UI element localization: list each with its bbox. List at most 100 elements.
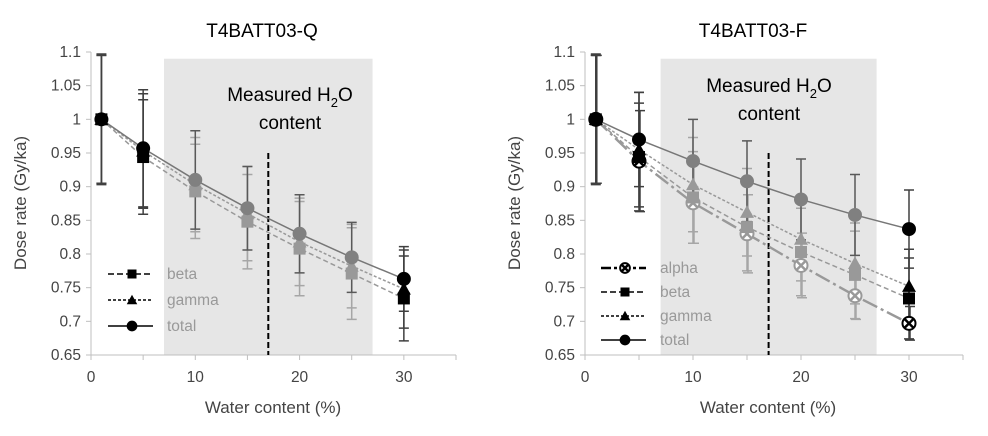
annotation-subscript: 2 xyxy=(331,95,338,110)
x-tick-label: 30 xyxy=(395,369,413,386)
legend-marker xyxy=(620,287,630,297)
legend-label: total xyxy=(167,318,196,335)
data-point-total xyxy=(292,226,307,241)
data-point-gamma xyxy=(740,205,754,218)
data-point-beta xyxy=(795,245,807,258)
y-tick-label: 0.9 xyxy=(553,179,575,196)
legend-item-beta: beta xyxy=(601,284,691,301)
data-point-gamma xyxy=(902,279,916,292)
data-point-gamma xyxy=(344,259,359,272)
x-axis-label: Water content (%) xyxy=(205,398,341,417)
legend-label: beta xyxy=(660,284,691,301)
data-point-alpha-cross xyxy=(903,317,915,329)
data-point-gamma xyxy=(848,256,862,270)
data-point-alpha xyxy=(847,288,863,304)
y-tick-label: 0.8 xyxy=(59,246,81,263)
chart-panel-2: 0.65 0.7 0.75 0.8 0.85 0.9 0.95 1 1.05 1.1 0 10 20 30… xyxy=(505,21,964,417)
data-point-total xyxy=(740,174,754,189)
legend-marker xyxy=(619,310,631,321)
data-point-total xyxy=(136,141,151,156)
data-point-alpha xyxy=(901,315,917,331)
y-tick-label: 0.85 xyxy=(545,212,575,229)
annotation-text: Measured H xyxy=(227,85,331,106)
data-point-gamma xyxy=(632,142,646,156)
y-tick-label: 1.05 xyxy=(545,78,575,95)
data-point-gamma xyxy=(396,282,411,295)
data-point-total xyxy=(588,112,603,127)
legend-item-gamma: gamma xyxy=(108,292,219,309)
annotation-text: O xyxy=(817,76,832,97)
x-tick-label: 0 xyxy=(581,369,590,386)
legend-label: beta xyxy=(167,266,198,283)
legend-marker xyxy=(619,334,631,346)
legend-marker-cross xyxy=(620,263,630,273)
legend-label: gamma xyxy=(660,308,712,325)
data-point-beta xyxy=(903,292,915,305)
shaded-range xyxy=(164,58,373,355)
x-tick-label: 0 xyxy=(87,369,96,386)
x-tick-label: 20 xyxy=(792,369,810,386)
legend-marker xyxy=(126,294,138,305)
chart-title: T4BATT03-Q xyxy=(206,21,318,42)
legend-marker xyxy=(126,320,138,332)
annotation-text: Measured H xyxy=(706,76,810,97)
legend-item-gamma: gamma xyxy=(601,308,712,325)
y-tick-label: 0.8 xyxy=(553,246,575,263)
measured-annotation-line1: Measured H2O xyxy=(227,85,353,110)
data-point-total xyxy=(794,192,808,207)
x-tick-label: 20 xyxy=(291,369,309,386)
legend-item-total: total xyxy=(601,332,689,349)
y-tick-label: 0.85 xyxy=(51,212,81,229)
data-point-total xyxy=(396,271,411,286)
y-tick-label: 1.1 xyxy=(59,44,81,61)
chart-panel-1: 0.65 0.7 0.75 0.8 0.85 0.9 0.95 1 1.05 1.1 0 10 20 30… xyxy=(11,21,457,417)
measured-annotation-line1: Measured H2O xyxy=(706,76,832,101)
data-point-alpha-cross xyxy=(795,260,807,271)
data-point-total xyxy=(344,250,359,265)
y-tick-label: 0.75 xyxy=(545,280,575,297)
x-tick-label: 10 xyxy=(187,369,205,386)
y-tick-label: 1.05 xyxy=(51,78,81,95)
x-tick-label: 30 xyxy=(900,369,918,386)
data-point-alpha xyxy=(793,257,809,273)
measured-annotation-line2: content xyxy=(259,113,322,134)
data-point-total xyxy=(188,172,203,187)
annotation-subscript: 2 xyxy=(810,86,817,101)
y-tick-label: 1 xyxy=(72,111,81,128)
x-axis-label: Water content (%) xyxy=(700,398,836,417)
y-tick-label: 0.95 xyxy=(545,145,575,162)
legend-item-total: total xyxy=(108,318,196,335)
legend-marker xyxy=(127,269,137,279)
data-point-beta xyxy=(741,221,753,234)
data-point-gamma xyxy=(686,177,700,191)
y-tick-label: 0.7 xyxy=(59,313,81,330)
data-point-total xyxy=(848,207,862,222)
data-point-total xyxy=(240,201,255,216)
data-point-total xyxy=(902,222,916,237)
y-tick-label: 0.95 xyxy=(51,145,81,162)
data-point-beta xyxy=(687,191,699,204)
data-point-beta xyxy=(849,268,861,281)
data-point-alpha-cross xyxy=(849,290,861,302)
annotation-text: O xyxy=(338,85,353,106)
legend-label: alpha xyxy=(660,260,698,277)
data-point-total xyxy=(686,154,700,169)
y-tick-label: 0.75 xyxy=(51,280,81,297)
x-tick-label: 10 xyxy=(684,369,702,386)
data-point-total xyxy=(94,112,109,127)
data-point-total xyxy=(632,132,646,147)
data-point-gamma xyxy=(794,232,808,245)
legend-label: total xyxy=(660,332,689,349)
y-tick-label: 0.65 xyxy=(545,347,575,364)
data-point-gamma xyxy=(292,234,307,248)
measured-annotation-line2: content xyxy=(738,104,801,125)
legend-item-beta: beta xyxy=(108,266,198,283)
y-tick-label: 0.9 xyxy=(59,179,81,196)
y-tick-label: 0.65 xyxy=(51,347,81,364)
y-tick-label: 1.1 xyxy=(553,44,575,61)
legend-label: gamma xyxy=(167,292,219,309)
y-axis-label: Dose rate (Gy/ka) xyxy=(505,136,524,270)
y-axis-label: Dose rate (Gy/ka) xyxy=(11,136,30,270)
chart-title: T4BATT03-F xyxy=(699,21,807,42)
